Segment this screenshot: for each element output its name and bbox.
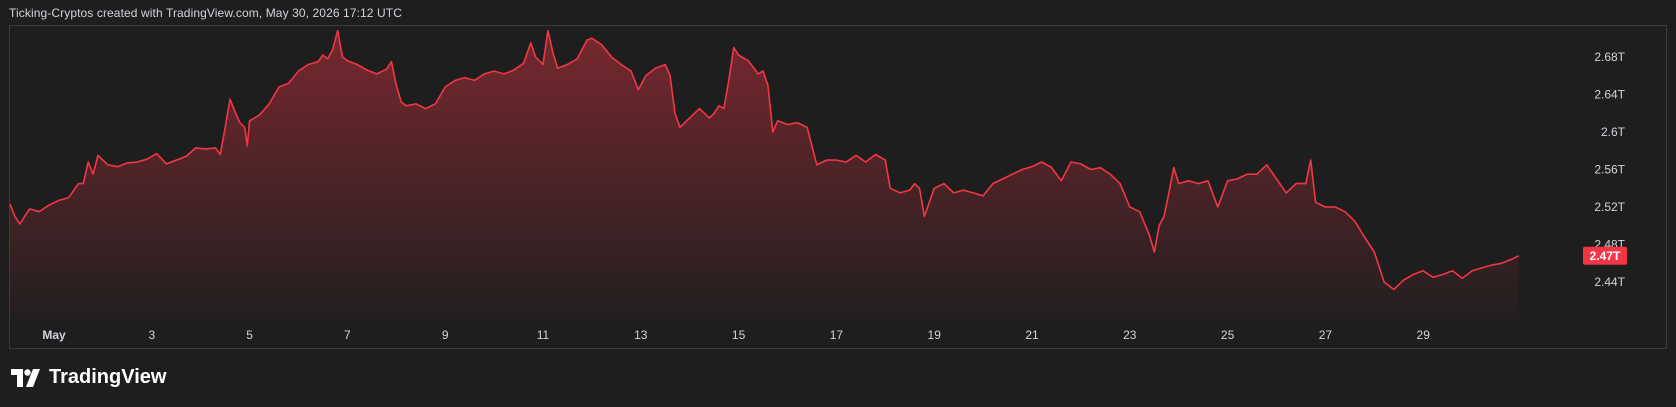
y-tick-label: 2.68T (1594, 50, 1625, 64)
y-tick-label: 2.44T (1594, 275, 1625, 289)
y-tick-label: 2.52T (1594, 200, 1625, 214)
x-tick-label: 9 (442, 328, 449, 342)
last-price-label: 2.47T (1590, 249, 1621, 263)
y-tick-label: 2.64T (1594, 88, 1625, 102)
y-tick-label: 2.6T (1601, 125, 1626, 139)
line-layer (9, 29, 1519, 291)
last-price-badge: 2.47T (1583, 246, 1627, 265)
x-tick-label: 25 (1221, 328, 1235, 342)
chart-caption: Ticking-Cryptos created with TradingView… (9, 6, 402, 20)
y-tick-label: 2.56T (1594, 163, 1625, 177)
x-tick-label: May (42, 328, 66, 342)
x-tick-label: 19 (928, 328, 942, 342)
x-tick-label: 27 (1319, 328, 1333, 342)
area-layer (10, 30, 1519, 320)
x-tick-label: 5 (246, 328, 253, 342)
x-tick-label: 21 (1025, 328, 1039, 342)
tradingview-brand: TradingView (49, 366, 167, 388)
x-tick-label: 3 (148, 328, 155, 342)
tradingview-logo[interactable]: TradingView (11, 366, 166, 389)
x-tick-label: 15 (732, 328, 746, 342)
x-tick-label: 7 (344, 328, 351, 342)
x-tick-label: 23 (1123, 328, 1137, 342)
tradingview-logo-icon (11, 368, 40, 387)
x-tick-label: 17 (830, 328, 844, 342)
series-line (9, 29, 1519, 291)
last-price-badge-bg (1583, 246, 1627, 265)
x-axis[interactable]: May 3 5 7 9 11 13 15 17 19 21 23 25 27 29 (42, 328, 1430, 342)
x-tick-label: 11 (537, 328, 550, 342)
x-tick-label: 13 (634, 328, 648, 342)
series-area (10, 30, 1519, 320)
x-tick-label: 29 (1417, 328, 1431, 342)
